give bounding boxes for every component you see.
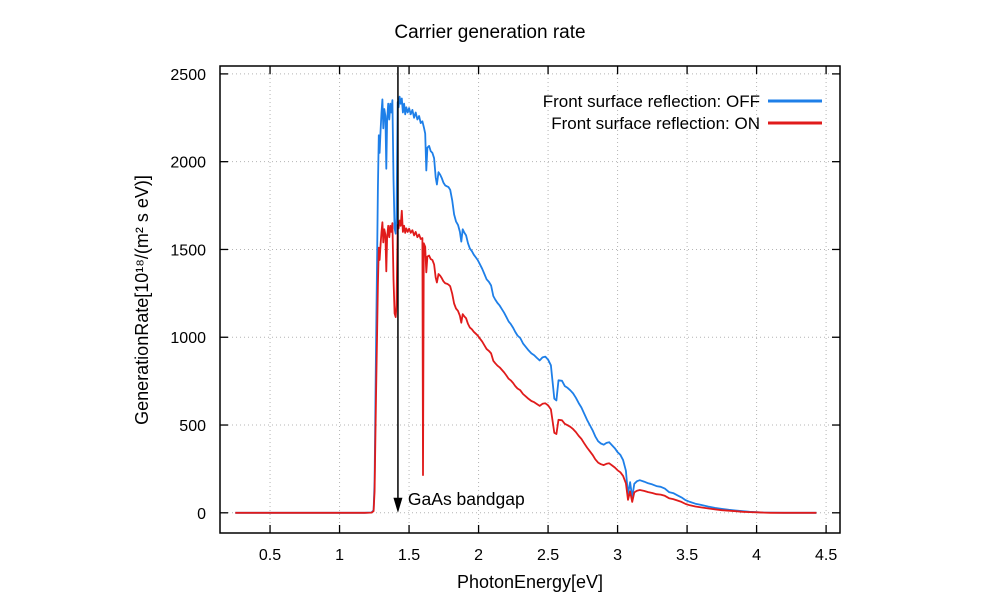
plot-border bbox=[219, 65, 841, 534]
y-tick-label: 2500 bbox=[170, 67, 206, 84]
x-tick-label: 4 bbox=[752, 547, 761, 564]
x-tick-label: 2.5 bbox=[537, 547, 559, 564]
x-tick-label: 2 bbox=[474, 547, 483, 564]
y-tick-label: 2000 bbox=[170, 155, 206, 172]
y-tick-label: 500 bbox=[179, 418, 206, 435]
legend-item-on: Front surface reflection: ON bbox=[551, 114, 822, 133]
series-line-on bbox=[235, 209, 817, 514]
x-tick-label: 3.5 bbox=[676, 547, 698, 564]
legend-item-off: Front surface reflection: OFF bbox=[543, 92, 822, 111]
y-axis-label: GenerationRate[10¹⁸/(m² s eV)] bbox=[132, 175, 152, 425]
x-axis-label: PhotonEnergy[eV] bbox=[457, 572, 603, 592]
gridlines bbox=[220, 66, 840, 533]
x-tick-label: 4.5 bbox=[815, 547, 837, 564]
y-tick-label: 0 bbox=[197, 506, 206, 523]
y-tick-label: 1000 bbox=[170, 330, 206, 347]
x-tick-label: 3 bbox=[613, 547, 622, 564]
legend-label-off: Front surface reflection: OFF bbox=[543, 92, 760, 111]
legend-label-on: Front surface reflection: ON bbox=[551, 114, 760, 133]
annotation-arrow: GaAs bandgap bbox=[393, 66, 525, 513]
plot-border-and-ticks bbox=[219, 65, 841, 534]
x-tick-label: 1.5 bbox=[398, 547, 420, 564]
chart-title: Carrier generation rate bbox=[394, 22, 585, 43]
y-tick-label: 1500 bbox=[170, 242, 206, 259]
data-series bbox=[235, 95, 817, 514]
legend: Front surface reflection: OFF Front surf… bbox=[543, 92, 822, 133]
tick-labels: 0.5 1 1.5 2 2.5 3 3.5 4 4.5 0 500 1000 1500 2000 2500 bbox=[170, 67, 837, 564]
x-tick-label: 0.5 bbox=[259, 547, 281, 564]
x-tick-label: 1 bbox=[335, 547, 344, 564]
annotation-label: GaAs bandgap bbox=[408, 489, 525, 509]
annotation-arrowhead-icon bbox=[393, 497, 403, 513]
series-line-off bbox=[235, 95, 817, 514]
